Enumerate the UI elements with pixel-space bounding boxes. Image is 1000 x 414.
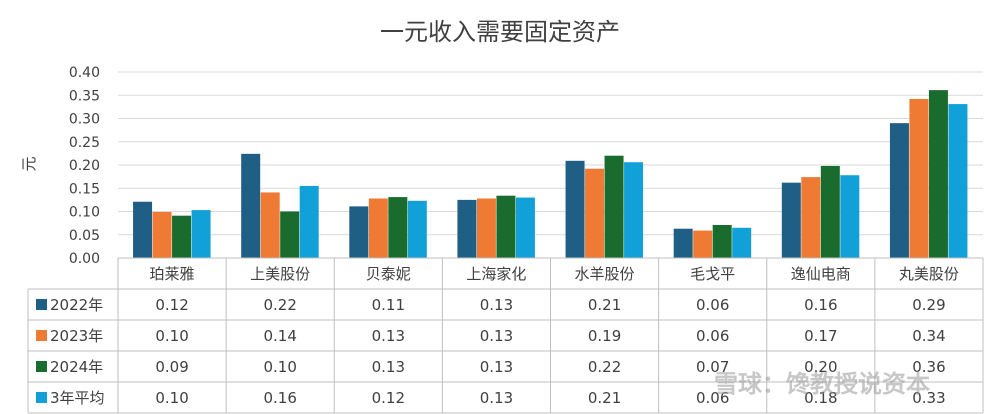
category-label: 丸美股份 (899, 265, 959, 283)
data-label: 0.11 (372, 296, 405, 314)
y-tick-label: 0.05 (69, 228, 100, 244)
data-label: 0.12 (372, 389, 405, 407)
watermark-text: 雪球：馋教授说资本 (714, 370, 930, 398)
data-label: 0.14 (263, 327, 296, 345)
y-tick-label: 0.30 (69, 112, 100, 128)
data-label: 0.33 (912, 389, 945, 407)
data-label: 0.13 (480, 358, 513, 376)
legend-label: 2022年 (50, 296, 103, 314)
legend-swatch (36, 330, 47, 341)
bar (948, 104, 968, 259)
bar (673, 228, 693, 258)
data-label: 0.06 (696, 296, 729, 314)
y-tick-label: 0.20 (69, 158, 100, 174)
y-axis-label: 元 (20, 156, 38, 171)
data-label: 0.22 (263, 296, 296, 314)
bar (712, 224, 732, 258)
bar (732, 227, 752, 258)
bar (388, 197, 408, 258)
bar (801, 177, 821, 258)
y-axis-ticks: 0.00 0.05 0.10 0.15 0.20 0.25 0.30 0.35 0.40 (69, 65, 100, 267)
bar (457, 199, 477, 258)
bar (604, 155, 624, 258)
data-label: 0.36 (912, 358, 945, 376)
data-label: 0.20 (804, 358, 837, 376)
category-label: 水羊股份 (575, 265, 635, 283)
bar (368, 198, 388, 258)
bar (476, 198, 496, 258)
bar (781, 182, 801, 258)
category-label: 贝泰妮 (366, 265, 411, 283)
data-label: 0.13 (480, 327, 513, 345)
data-label: 0.21 (588, 389, 621, 407)
bar (496, 195, 516, 258)
category-label: 上美股份 (250, 265, 310, 283)
data-label: 0.13 (480, 296, 513, 314)
bar (133, 201, 153, 258)
bar (820, 165, 840, 258)
bar (585, 168, 605, 258)
data-label: 0.13 (480, 389, 513, 407)
legend-label: 3年平均 (50, 389, 105, 407)
data-label: 0.13 (372, 327, 405, 345)
category-label: 毛戈平 (690, 265, 735, 283)
data-label: 0.10 (155, 389, 188, 407)
bar (909, 98, 929, 258)
legend-label: 2023年 (50, 327, 103, 345)
data-label: 0.19 (588, 327, 621, 345)
chart-title: 一元收入需要固定资产 (380, 18, 620, 46)
data-label: 0.10 (263, 358, 296, 376)
data-label: 0.18 (804, 389, 837, 407)
legend-swatch (36, 299, 47, 310)
data-label: 0.21 (588, 296, 621, 314)
bar (260, 192, 280, 258)
legend-swatch (36, 392, 47, 403)
bars (133, 90, 968, 259)
data-label: 0.22 (588, 358, 621, 376)
bar (191, 210, 211, 258)
bar (565, 160, 585, 258)
bar (280, 211, 300, 258)
bar (152, 211, 172, 258)
legend-label: 2024年 (50, 358, 103, 376)
data-label: 0.07 (696, 358, 729, 376)
y-tick-label: 0.25 (69, 135, 100, 151)
bar (172, 215, 192, 258)
data-label: 0.34 (912, 327, 945, 345)
y-tick-label: 0.00 (69, 251, 100, 267)
bar (241, 153, 261, 258)
bar (889, 123, 909, 259)
y-tick-label: 0.35 (69, 88, 100, 104)
bar (349, 206, 369, 258)
category-label: 逸仙电商 (791, 265, 851, 283)
data-label: 0.17 (804, 327, 837, 345)
bar (840, 175, 860, 258)
category-label: 珀莱雅 (150, 265, 195, 283)
y-tick-label: 0.40 (69, 65, 100, 81)
bar (624, 162, 644, 258)
bar (693, 230, 713, 258)
bar (299, 185, 319, 258)
data-label: 0.06 (696, 389, 729, 407)
data-label: 0.10 (155, 327, 188, 345)
data-label: 0.29 (912, 296, 945, 314)
data-label: 0.12 (155, 296, 188, 314)
y-tick-label: 0.15 (69, 181, 100, 197)
y-tick-label: 0.10 (69, 205, 100, 221)
category-label: 上海家化 (466, 265, 526, 283)
data-label: 0.16 (263, 389, 296, 407)
data-label: 0.13 (372, 358, 405, 376)
bar (515, 197, 535, 258)
data-label: 0.06 (696, 327, 729, 345)
data-table: 珀莱雅 上美股份 贝泰妮 上海家化 水羊股份 毛戈平 逸仙电商 丸美股份 2022年 0.12 0.… (27, 257, 984, 414)
bar (928, 90, 948, 258)
legend-swatch (36, 361, 47, 372)
data-label: 0.16 (804, 296, 837, 314)
data-label: 0.09 (155, 358, 188, 376)
bar (407, 200, 427, 258)
